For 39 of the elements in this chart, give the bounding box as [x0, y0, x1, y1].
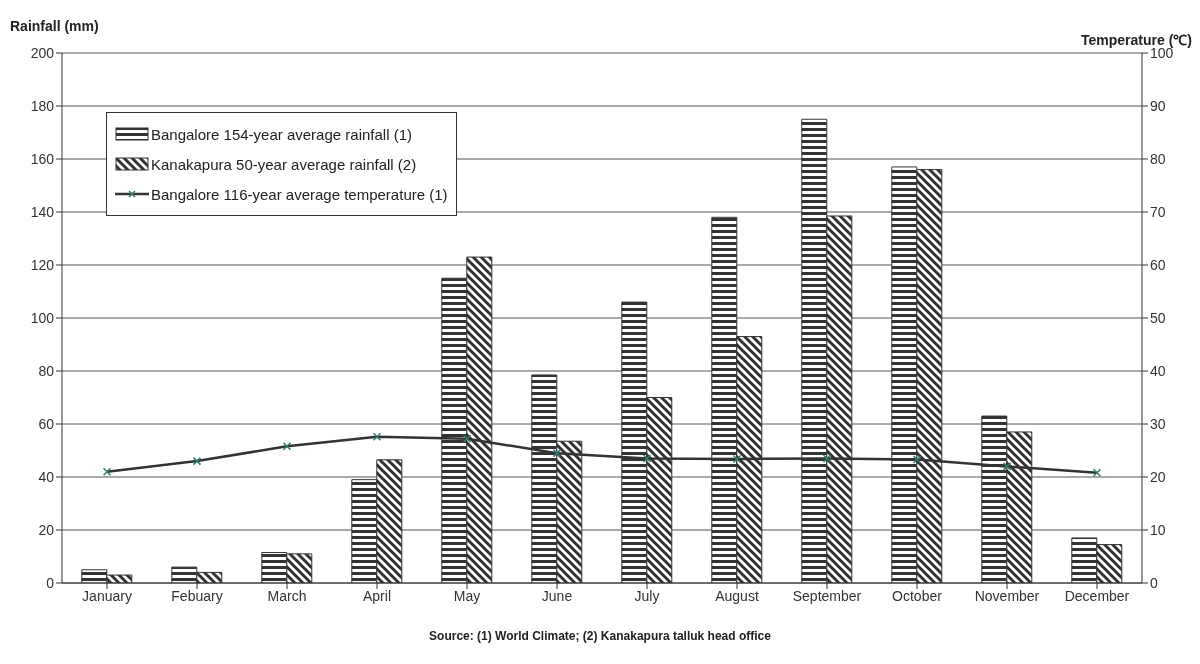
x-tick-label: May [453, 587, 481, 604]
y-tick-label: 0 [46, 574, 55, 591]
y-tick-label: 80 [38, 362, 55, 379]
y2-tick-label: 0 [1150, 574, 1158, 591]
y-tick-label: 40 [38, 468, 55, 485]
legend-label: Kanakapura 50-year average rainfall (2) [151, 155, 417, 173]
y2-tick-label: 60 [1150, 256, 1166, 273]
y2-tick-label: 90 [1150, 97, 1166, 114]
x-tick-label: March [267, 587, 307, 604]
y-tick-label: 100 [30, 309, 55, 326]
y2-axis-title: Temperature (℃) [1081, 31, 1192, 48]
source-note: Source: (1) World Climate; (2) Kanakapura talluk head office [428, 629, 772, 643]
y-tick-label: 160 [30, 150, 55, 167]
x-tick-label: October [892, 587, 943, 604]
x-tick-label: December [1064, 587, 1130, 604]
y-tick-label: 200 [30, 44, 55, 61]
x-tick-label: September [792, 587, 862, 604]
x-tick-label: April [362, 587, 392, 604]
y-tick-label: 120 [30, 256, 55, 273]
y-axis-title: Rainfall (mm) [10, 18, 99, 34]
x-tick-label: Febuary [171, 587, 223, 604]
y2-tick-label: 10 [1150, 521, 1166, 538]
y2-tick-label: 30 [1150, 415, 1166, 432]
y2-tick-label: 40 [1150, 362, 1166, 379]
y2-tick-label: 80 [1150, 150, 1166, 167]
y2-tick-label: 50 [1150, 309, 1166, 326]
x-tick-label: August [715, 587, 759, 604]
x-tick-label: January [82, 587, 132, 604]
y2-tick-label: 20 [1150, 468, 1166, 485]
legend-label: Bangalore 154-year average rainfall (1) [151, 125, 412, 143]
y2-tick-label: 70 [1150, 203, 1166, 220]
y-tick-label: 20 [38, 521, 55, 538]
x-tick-label: June [541, 587, 573, 604]
legend-label: Bangalore 116-year average temperature (1) [151, 185, 448, 203]
x-tick-label: July [634, 587, 660, 604]
y-tick-label: 140 [30, 203, 55, 220]
y-tick-label: 60 [38, 415, 55, 432]
x-tick-label: November [974, 587, 1040, 604]
y-tick-label: 180 [30, 97, 55, 114]
